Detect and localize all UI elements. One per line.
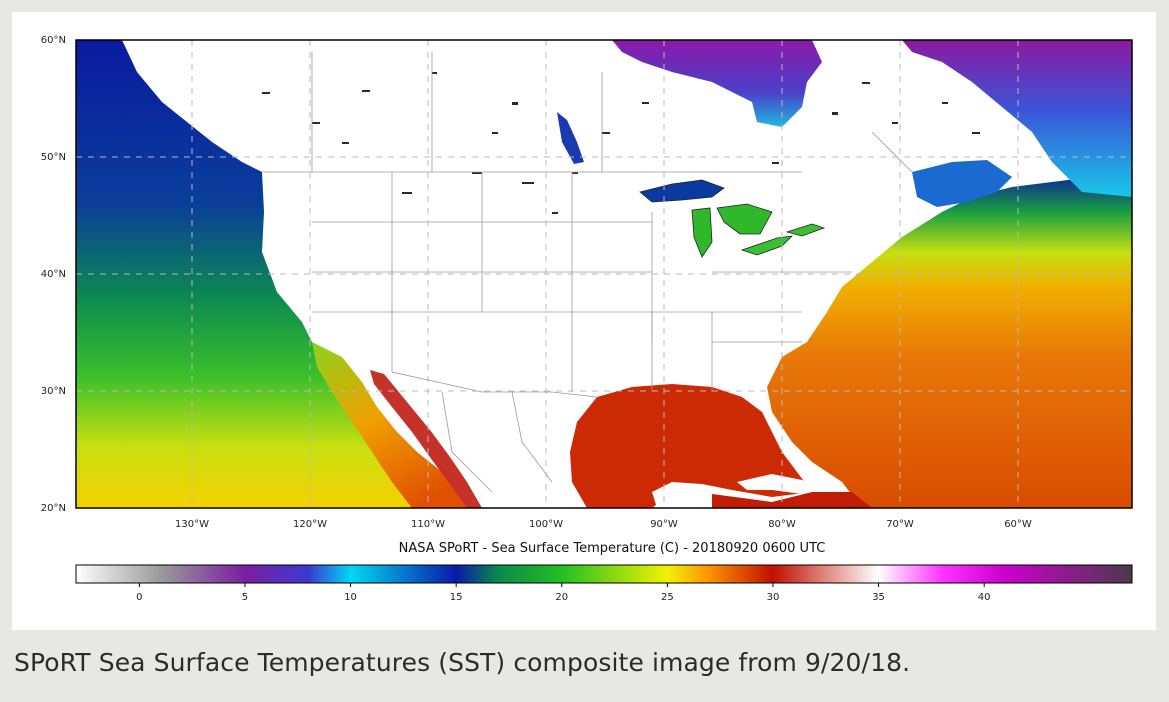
- hudson-bay-sst: [612, 40, 822, 127]
- lat-label: 40°N: [41, 269, 66, 280]
- colorbar-tick-label: 0: [136, 592, 142, 603]
- colorbar-tick-label: 5: [242, 592, 248, 603]
- map-title: NASA SPoRT - Sea Surface Temperature (C)…: [399, 541, 826, 556]
- lake-superior: [639, 179, 725, 203]
- map-frame: [75, 39, 1133, 509]
- figure-panel: 60°N 50°N 40°N 30°N 20°N 130°W 120°W 110…: [12, 12, 1156, 630]
- lat-label: 50°N: [41, 152, 66, 163]
- figure-caption: SPoRT Sea Surface Temperatures (SST) com…: [14, 648, 911, 677]
- caribbean-sea-sst: [712, 492, 872, 508]
- colorbar-tick-label: 35: [872, 592, 885, 603]
- yucatan-land: [652, 482, 712, 508]
- colorbar-tick-label: 10: [344, 592, 357, 603]
- colorbar-tick-label: 15: [450, 592, 463, 603]
- graticule: [76, 40, 1132, 508]
- lon-label: 130°W: [175, 519, 209, 530]
- gulf-of-california-inner: [370, 370, 482, 508]
- colorbar-tick-label: 20: [555, 592, 568, 603]
- lon-label: 90°W: [650, 519, 678, 530]
- gulf-of-mexico-sst: [570, 384, 812, 508]
- lon-label: 70°W: [886, 519, 914, 530]
- lon-label: 100°W: [529, 519, 563, 530]
- colorbar-tick-label: 40: [978, 592, 991, 603]
- lat-label: 20°N: [41, 503, 66, 514]
- political-boundaries: [262, 52, 913, 493]
- colorbar-tick-label: 30: [767, 592, 780, 603]
- lon-label: 120°W: [293, 519, 327, 530]
- lat-label: 60°N: [41, 35, 66, 46]
- colorbar-tick-label: 25: [661, 592, 674, 603]
- labrador-sea-sst: [902, 40, 1132, 197]
- colorbar: [75, 564, 1133, 584]
- small-lakes: [262, 72, 980, 214]
- gulf-of-california-sst: [312, 342, 482, 508]
- gulf-of-st-lawrence-sst: [912, 160, 1012, 207]
- lake-winnipeg: [557, 112, 584, 164]
- lake-michigan-huron: [691, 203, 773, 258]
- atlantic-ocean-sst: [767, 172, 1132, 508]
- lon-label: 60°W: [1004, 519, 1032, 530]
- lake-erie-ontario: [740, 223, 826, 256]
- lon-label: 80°W: [768, 519, 796, 530]
- sst-map-figure: 60°N 50°N 40°N 30°N 20°N 130°W 120°W 110…: [41, 35, 1133, 603]
- colorbar-ticks: 0 5 10 15 20 25 30 35 40: [136, 583, 991, 603]
- lon-label: 110°W: [411, 519, 445, 530]
- lat-label: 30°N: [41, 386, 66, 397]
- cuba-land: [737, 474, 822, 494]
